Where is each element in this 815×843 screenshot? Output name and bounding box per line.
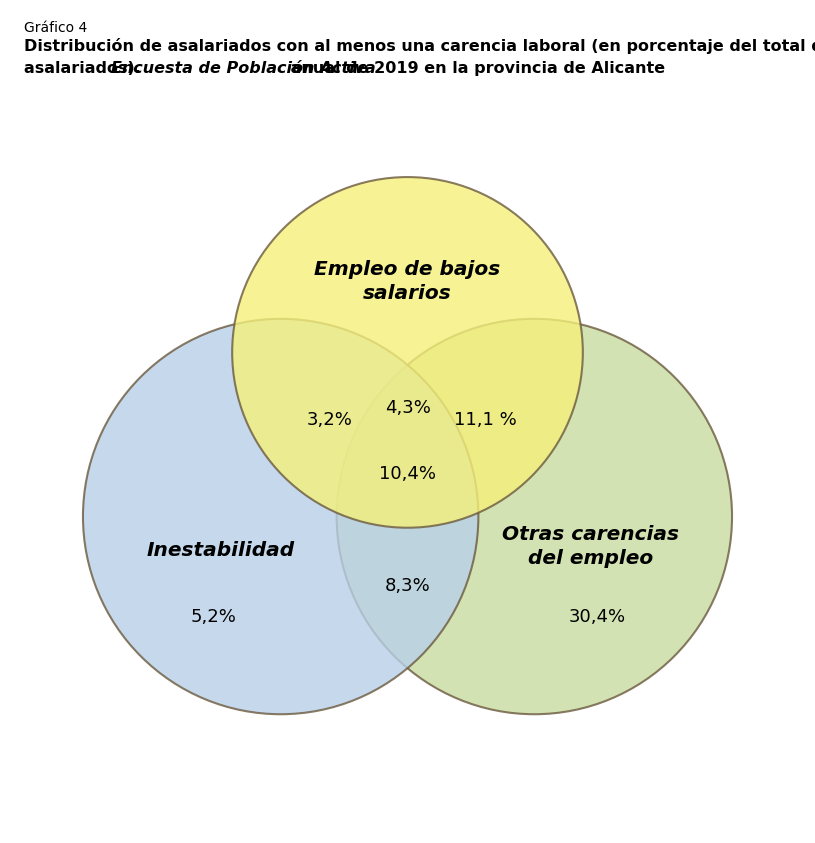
Text: anual de 2019 en la provincia de Alicante: anual de 2019 en la provincia de Alicant… <box>284 61 665 76</box>
Text: 10,4%: 10,4% <box>379 465 436 483</box>
Text: 11,1 %: 11,1 % <box>455 411 518 428</box>
Circle shape <box>337 319 732 714</box>
Text: 5,2%: 5,2% <box>191 609 236 626</box>
Text: 4,3%: 4,3% <box>385 400 430 417</box>
Text: Gráfico 4: Gráfico 4 <box>24 21 88 35</box>
Text: Empleo de bajos
salarios: Empleo de bajos salarios <box>315 260 500 303</box>
Text: 30,4%: 30,4% <box>569 609 626 626</box>
Text: Inestabilidad: Inestabilidad <box>147 540 295 560</box>
Text: Distribución de asalariados con al menos una carencia laboral (en porcentaje del: Distribución de asalariados con al menos… <box>24 38 815 54</box>
Text: Encuesta de Población Activa: Encuesta de Población Activa <box>111 61 376 76</box>
Text: 8,3%: 8,3% <box>385 577 430 595</box>
Text: asalariados).: asalariados). <box>24 61 147 76</box>
Text: 3,2%: 3,2% <box>306 411 352 428</box>
Circle shape <box>83 319 478 714</box>
Circle shape <box>232 177 583 528</box>
Text: Otras carencias
del empleo: Otras carencias del empleo <box>502 524 679 568</box>
